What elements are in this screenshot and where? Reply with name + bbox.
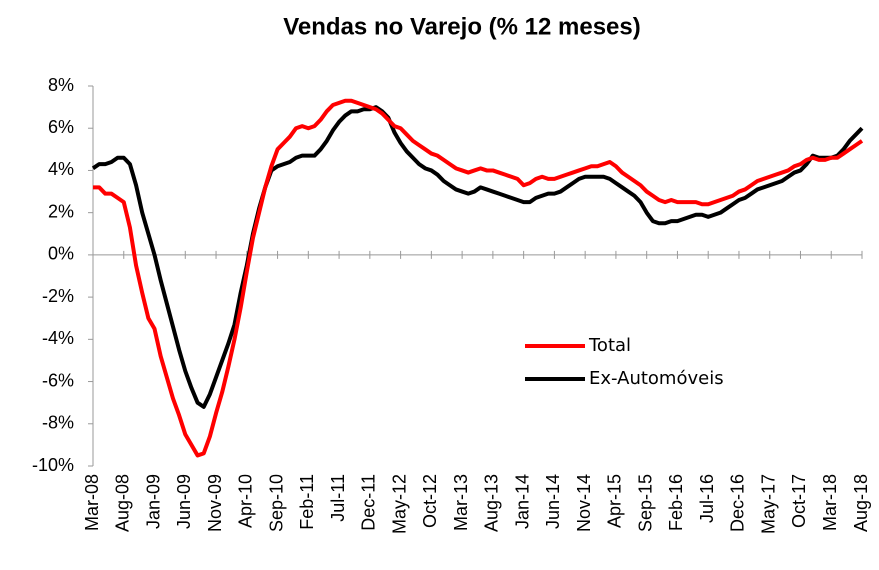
x-tick-label: May-17 xyxy=(758,474,778,534)
y-tick-label: -8% xyxy=(42,413,74,433)
y-tick-label: -2% xyxy=(42,286,74,306)
y-tick-label: -6% xyxy=(42,370,74,390)
x-tick-label: Mar-18 xyxy=(820,474,840,531)
y-tick-label: 8% xyxy=(48,75,74,95)
x-tick-label: Apr-10 xyxy=(236,474,256,528)
x-tick-label: Jul-11 xyxy=(328,474,348,522)
x-tick-label: Jun-09 xyxy=(174,474,194,529)
x-tick-label: Aug-08 xyxy=(113,474,133,532)
x-tick-label: Feb-11 xyxy=(297,474,317,530)
x-tick-label: Jan-09 xyxy=(143,474,163,529)
x-tick-label: Sep-10 xyxy=(266,474,286,532)
y-tick-label: 4% xyxy=(48,159,74,179)
x-tick-label: Nov-09 xyxy=(205,474,225,532)
x-tick-label: Oct-17 xyxy=(789,474,809,528)
x-tick-label: Aug-18 xyxy=(851,474,871,532)
x-tick-label: Oct-12 xyxy=(420,474,440,528)
x-tick-label: Jul-16 xyxy=(697,474,717,523)
line-series xyxy=(91,105,864,409)
y-tick-label: -10% xyxy=(32,455,74,475)
y-tick-label: -4% xyxy=(42,328,74,348)
x-tick-label: Dec-11 xyxy=(359,474,379,531)
x-tick-label: Sep-15 xyxy=(635,474,655,532)
legend-label: Ex-Automóveis xyxy=(589,368,724,389)
x-tick-label: Jan-14 xyxy=(512,474,532,529)
y-tick-label: 6% xyxy=(48,117,74,137)
x-tick-label: Dec-16 xyxy=(728,474,748,532)
x-tick-label: Aug-13 xyxy=(482,474,502,532)
x-tick-label: Nov-14 xyxy=(574,474,594,532)
y-tick-label: 0% xyxy=(48,244,74,264)
x-tick-label: Mar-13 xyxy=(451,474,471,531)
y-tick-label: 2% xyxy=(48,201,74,221)
x-tick-label: Mar-08 xyxy=(82,474,102,531)
x-tick-label: May-12 xyxy=(389,474,409,534)
line-series xyxy=(93,98,864,458)
x-tick-label: Feb-16 xyxy=(666,474,686,531)
x-tick-label: Apr-15 xyxy=(605,474,625,528)
x-tick-label: Jun-14 xyxy=(543,474,563,529)
chart-title: Vendas no Varejo (% 12 meses) xyxy=(283,13,641,40)
legend-label: Total xyxy=(588,335,631,356)
